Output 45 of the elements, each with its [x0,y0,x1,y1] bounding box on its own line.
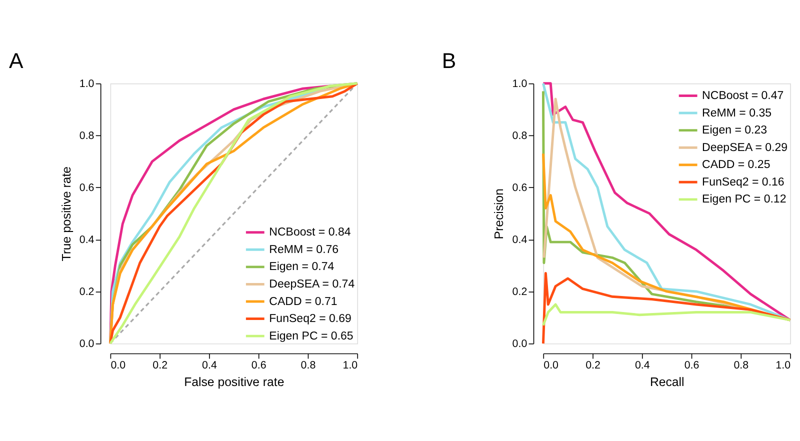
legend-label: Eigen PC = 0.12 [702,194,786,206]
x-tick-label: 0.0 [110,360,126,372]
y-tick-label: 0.2 [512,286,528,298]
y-tick-label: 0.8 [512,130,528,142]
y-tick-label: 1.0 [79,78,94,90]
legend-label: Eigen = 0.23 [702,124,768,137]
x-tick-label: 0.8 [300,360,316,372]
legend-label: Eigen = 0.74 [269,261,335,274]
x-tick-label: 0.4 [634,360,650,372]
legend-label: DeepSEA = 0.29 [702,142,788,154]
y-tick-label: 0.4 [512,234,528,246]
x-tick-label: 0.8 [734,360,749,372]
y-tick-label: 1.0 [512,78,528,90]
legend-label: NCBoost = 0.84 [269,226,352,239]
x-axis-title: Recall [650,374,684,389]
y-axis-title: True positive rate [59,166,74,262]
x-tick-label: 0.0 [544,360,559,372]
legend-label: CADD = 0.25 [702,159,770,172]
x-tick-label: 1.0 [342,360,358,372]
x-tick-label: 0.2 [586,360,600,372]
chart-title: A [8,48,24,73]
y-tick-label: 0.0 [512,338,528,350]
legend-label: ReMM = 0.76 [269,244,339,256]
y-tick-label: 0.4 [79,234,94,246]
line-series [542,303,792,327]
legend-label: ReMM = 0.35 [702,107,772,120]
legend-label: FunSeq2 = 0.69 [269,313,352,326]
x-tick-label: 0.6 [251,360,266,372]
y-tick-label: 0.0 [79,338,94,350]
legend-label: CADD = 0.71 [269,296,338,308]
y-tick-label: 0.6 [512,182,528,194]
x-tick-label: 0.4 [202,360,217,372]
legend-label: FunSeq2 = 0.16 [702,176,784,188]
y-tick-label: 0.8 [79,130,94,142]
x-tick-label: 0.2 [152,360,168,372]
x-axis-title: False positive rate [184,374,284,389]
legend-label: DeepSEA = 0.74 [269,278,356,291]
y-tick-label: 0.6 [79,182,94,194]
x-tick-label: 0.6 [684,360,700,372]
x-tick-label: 1.0 [776,360,791,372]
y-axis-title: Precision [492,188,506,240]
y-tick-label: 0.2 [79,286,94,298]
legend-label: Eigen PC = 0.65 [269,330,354,342]
chart-title: B [442,48,456,73]
legend-label: NCBoost = 0.47 [702,90,784,102]
